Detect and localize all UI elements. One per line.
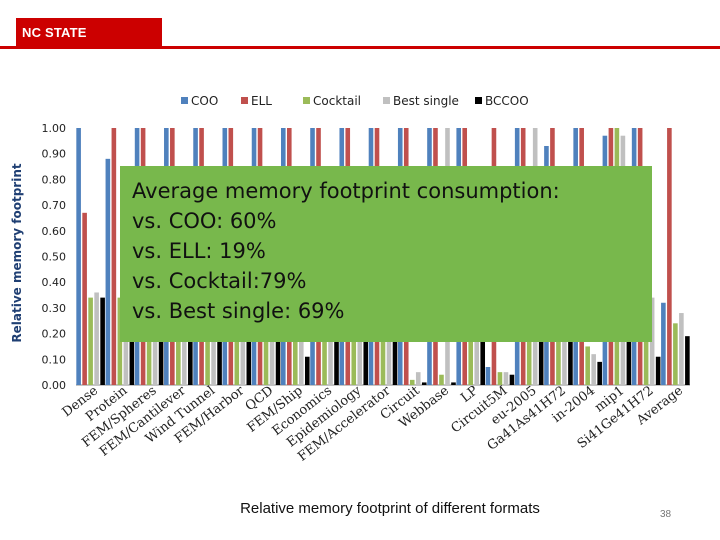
y-tick-label: 0.60: [42, 225, 67, 238]
nc-state-logo: NC STATE UNIVERSITY: [16, 18, 162, 70]
bar-cocktail: [117, 297, 123, 385]
bar-best-single: [503, 372, 509, 385]
legend-label: COO: [191, 94, 218, 108]
legend-label: Best single: [393, 94, 459, 108]
legend-label: Cocktail: [313, 94, 361, 108]
bar-coo: [76, 128, 81, 385]
y-tick-label: 0.80: [42, 173, 67, 186]
bar-ell: [82, 212, 87, 385]
y-tick-label: 0.70: [42, 199, 67, 212]
y-tick-label: 0.20: [42, 328, 67, 341]
bar-best-single: [415, 372, 421, 385]
legend-swatch-coo: [181, 97, 188, 104]
bar-cocktail: [673, 323, 678, 385]
bar-bccoo: [100, 297, 105, 385]
y-tick-label: 0.30: [42, 302, 67, 315]
bar-best-single: [649, 297, 655, 385]
y-tick-label: 0.00: [42, 379, 67, 392]
y-tick-label: 0.50: [42, 251, 67, 264]
bar-best-single: [591, 354, 596, 385]
bar-coo: [105, 158, 111, 385]
bar-bccoo: [597, 361, 602, 385]
bar-bccoo: [685, 336, 690, 385]
bar-bccoo: [304, 356, 310, 385]
y-tick-label: 1.00: [42, 122, 67, 135]
bar-cocktail: [585, 346, 590, 385]
bar-ell: [667, 128, 672, 385]
bar-cocktail: [439, 374, 444, 385]
legend-label: BCCOO: [485, 94, 529, 108]
legend-label: ELL: [251, 94, 272, 108]
callout-line-title: Average memory footprint consumption:: [132, 179, 560, 203]
bar-bccoo: [509, 374, 515, 385]
page-number: 38: [660, 509, 672, 520]
bar-best-single: [679, 313, 684, 385]
bar-bccoo: [655, 356, 661, 385]
y-tick-label: 0.40: [42, 276, 67, 289]
y-axis-title: Relative memory footprint: [10, 163, 24, 342]
bar-coo: [485, 367, 491, 385]
bar-cocktail: [409, 379, 415, 385]
callout-line-cocktail: vs. Cocktail:79%: [132, 269, 307, 293]
bar-ell: [111, 128, 117, 385]
y-tick-label: 0.10: [42, 353, 67, 366]
figure-caption: Relative memory footprint of different f…: [240, 500, 540, 517]
legend-swatch-bccoo: [475, 97, 482, 104]
legend-swatch-best-single: [383, 97, 390, 104]
summary-callout: Average memory footprint consumption: vs…: [120, 166, 652, 342]
bar-cocktail: [88, 297, 93, 385]
header-rule: [0, 46, 720, 49]
callout-line-best-single: vs. Best single: 69%: [132, 299, 345, 323]
legend-swatch-cocktail: [303, 97, 310, 104]
bar-bccoo: [421, 382, 427, 385]
callout-line-ell: vs. ELL: 19%: [132, 239, 266, 263]
bar-cocktail: [497, 372, 503, 385]
bar-bccoo: [451, 382, 456, 385]
y-tick-label: 0.90: [42, 148, 67, 161]
callout-line-coo: vs. COO: 60%: [132, 209, 277, 233]
bar-coo: [661, 302, 666, 385]
bar-best-single: [94, 292, 99, 385]
legend-swatch-ell: [241, 97, 248, 104]
